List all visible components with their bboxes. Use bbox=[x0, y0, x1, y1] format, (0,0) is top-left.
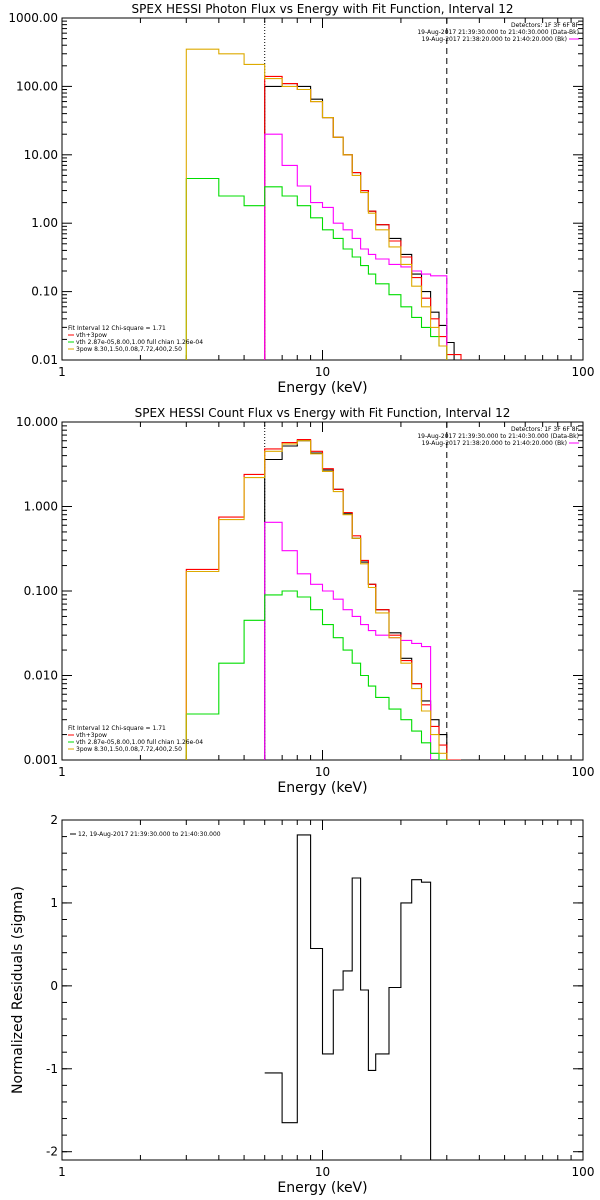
y-tick-label: 10.000 bbox=[16, 415, 58, 429]
x-tick-label: 100 bbox=[572, 765, 595, 779]
series-line-3 bbox=[185, 590, 447, 760]
photon-flux-panel: SPEX HESSI Photon Flux vs Energy with Fi… bbox=[8, 2, 594, 396]
chart-title: SPEX HESSI Photon Flux vs Energy with Fi… bbox=[132, 2, 514, 16]
x-tick-label: 10 bbox=[315, 365, 330, 379]
x-axis-label: Energy (keV) bbox=[277, 380, 367, 396]
header-line: Detectors: 1F 3F 6F 8F bbox=[511, 426, 580, 433]
x-tick-label: 10 bbox=[315, 1165, 330, 1179]
y-tick-label: 2 bbox=[50, 813, 58, 827]
series-line-1 bbox=[264, 75, 462, 360]
legend-entry: 3pow 8.30,1.50,0.08,7.72,400,2.50 bbox=[76, 746, 182, 753]
legend-entry: vth 2.87e-05,8.00,1.00 full chian 1.26e-… bbox=[76, 739, 203, 746]
x-tick-label: 100 bbox=[572, 1165, 595, 1179]
count-flux-panel: SPEX HESSI Count Flux vs Energy with Fit… bbox=[16, 406, 594, 796]
header-line: 19-Aug-2017 21:39:30.000 to 21:40:30.000… bbox=[417, 433, 579, 440]
header-line: Detectors: 1F 3F 6F 8F bbox=[511, 22, 580, 29]
x-axis-label: Energy (keV) bbox=[277, 1180, 367, 1196]
y-tick-label: 0.001 bbox=[24, 753, 58, 767]
header-line: 19-Aug-2017 21:38:20.000 to 21:40:20.000… bbox=[422, 440, 567, 447]
y-tick-label: 0.10 bbox=[31, 285, 58, 299]
series-line-0 bbox=[264, 834, 432, 1160]
y-tick-label: 0.100 bbox=[24, 584, 58, 598]
legend-entry: vth+3pow bbox=[76, 732, 107, 739]
y-tick-label: 1.000 bbox=[24, 500, 58, 514]
series-line-1 bbox=[185, 438, 461, 760]
y-tick-label: 0 bbox=[50, 979, 58, 993]
series-line-0 bbox=[264, 83, 455, 360]
y-tick-label: -2 bbox=[46, 1145, 58, 1159]
x-tick-label: 100 bbox=[572, 365, 595, 379]
series-line-3 bbox=[185, 177, 448, 360]
header-line: 19-Aug-2017 21:39:30.000 to 21:40:30.000… bbox=[417, 29, 579, 36]
y-tick-label: -1 bbox=[46, 1062, 58, 1076]
y-tick-label: 10.00 bbox=[24, 148, 58, 162]
y-tick-label: 0.01 bbox=[31, 353, 58, 367]
x-tick-label: 1 bbox=[58, 765, 66, 779]
x-tick-label: 10 bbox=[315, 765, 330, 779]
legend-entry: 12, 19-Aug-2017 21:39:30.000 to 21:40:30… bbox=[78, 831, 221, 838]
y-tick-label: 100.00 bbox=[16, 79, 58, 93]
residuals-panel: 1 10 100 -2 -1 0 1 2 Energy (keV) Normalized Resi… bbox=[10, 813, 594, 1196]
legend-entry: vth+3pow bbox=[76, 332, 107, 339]
plot-frame bbox=[61, 17, 584, 361]
x-axis-label: Energy (keV) bbox=[277, 780, 367, 796]
legend-entry: Fit Interval 12 Chi-square = 1.71 bbox=[68, 325, 166, 332]
chart-title: SPEX HESSI Count Flux vs Energy with Fit… bbox=[135, 406, 511, 420]
series-line-4 bbox=[185, 48, 448, 360]
x-tick-label: 1 bbox=[58, 365, 66, 379]
legend-entry: 3pow 8.30,1.50,0.08,7.72,400,2.50 bbox=[76, 346, 182, 353]
series-line-0 bbox=[264, 440, 448, 760]
y-tick-label: 1 bbox=[50, 896, 58, 910]
series-line-2 bbox=[264, 133, 448, 360]
series-line-2 bbox=[264, 521, 432, 760]
header-line: 19-Aug-2017 21:38:20.000 to 21:40:20.000… bbox=[422, 36, 567, 43]
y-axis-label: Normalized Residuals (sigma) bbox=[10, 886, 26, 1094]
x-tick-label: 1 bbox=[58, 1165, 66, 1179]
y-tick-label: 1000.00 bbox=[8, 11, 58, 25]
y-tick-label: 1.00 bbox=[31, 216, 58, 230]
series-line-4 bbox=[185, 440, 448, 760]
legend-entry: vth 2.87e-05,8.00,1.00 full chian 1.26e-… bbox=[76, 339, 203, 346]
legend-entry: Fit Interval 12 Chi-square = 1.71 bbox=[68, 725, 166, 732]
y-tick-label: 0.010 bbox=[24, 669, 58, 683]
